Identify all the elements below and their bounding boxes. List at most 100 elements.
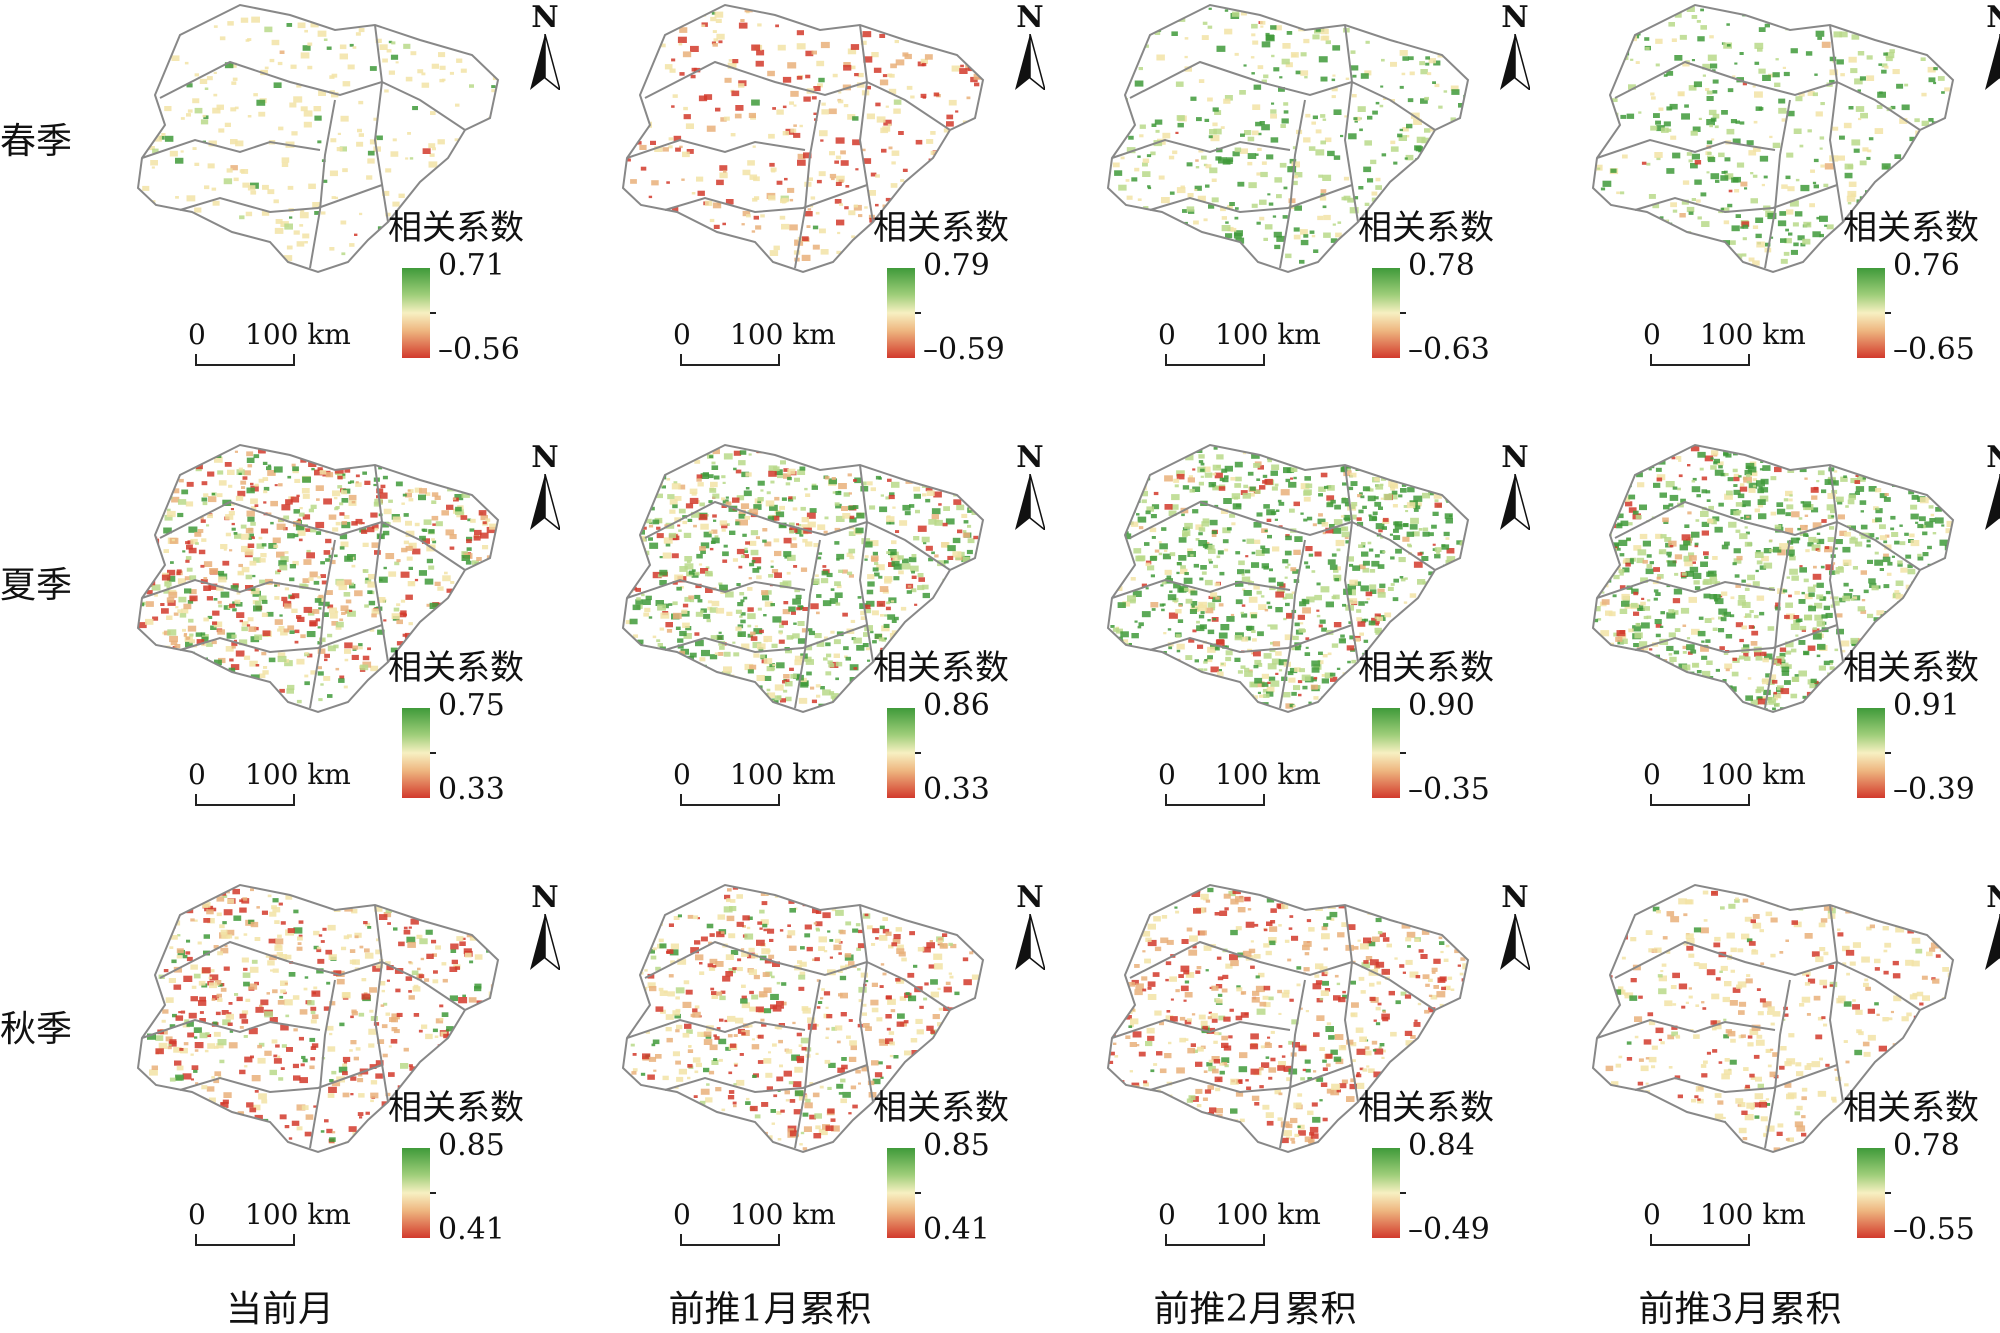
raster-cell	[768, 195, 776, 201]
raster-cell	[1916, 159, 1922, 163]
raster-cell	[1594, 6, 1603, 13]
raster-cell	[472, 156, 480, 162]
raster-cell	[915, 509, 920, 514]
raster-cell	[816, 641, 825, 647]
raster-cell	[853, 697, 858, 700]
raster-cell	[796, 607, 801, 611]
raster-cell	[1402, 127, 1409, 132]
raster-cell	[195, 464, 203, 470]
raster-cell	[1439, 466, 1448, 473]
raster-cell	[339, 44, 347, 50]
raster-cell	[394, 463, 400, 468]
raster-cell	[1222, 539, 1229, 544]
raster-cell	[1259, 121, 1265, 125]
raster-cell	[1303, 137, 1311, 143]
raster-cell	[1421, 462, 1430, 468]
raster-cell	[1130, 32, 1135, 36]
raster-cell	[177, 512, 184, 518]
raster-cell	[476, 484, 482, 488]
raster-cell	[1258, 694, 1264, 698]
raster-cell	[159, 650, 164, 654]
raster-cell	[979, 22, 983, 27]
raster-cell	[1167, 243, 1176, 249]
raster-cell	[637, 206, 643, 211]
raster-cell	[1109, 682, 1117, 689]
raster-cell	[808, 177, 813, 181]
raster-cell	[961, 513, 968, 518]
raster-cell	[435, 521, 443, 527]
raster-cell	[320, 211, 326, 215]
raster-cell	[1652, 242, 1659, 246]
raster-cell	[1363, 639, 1369, 643]
raster-cell	[671, 105, 675, 108]
raster-cell	[719, 165, 728, 171]
raster-cell	[303, 559, 312, 565]
raster-cell	[642, 687, 650, 693]
raster-cell	[1234, 52, 1239, 56]
raster-cell	[940, 480, 944, 483]
raster-cell	[1244, 670, 1253, 677]
raster-cell	[1739, 52, 1744, 55]
raster-cell	[770, 560, 774, 563]
raster-cell	[159, 489, 167, 495]
raster-cell	[251, 16, 260, 23]
raster-cell	[186, 544, 193, 550]
raster-cell	[1224, 9, 1229, 12]
raster-cell	[181, 655, 187, 660]
raster-cell	[431, 500, 437, 504]
raster-cell	[1376, 616, 1383, 622]
raster-cell	[379, 44, 388, 50]
raster-cell	[260, 553, 267, 558]
raster-cell	[1331, 553, 1337, 557]
district-boundary	[373, 81, 389, 223]
raster-cell	[672, 461, 678, 465]
raster-cell	[1307, 714, 1311, 717]
raster-cell	[815, 684, 821, 688]
raster-cell	[1166, 255, 1175, 262]
raster-cell	[794, 655, 804, 662]
raster-cell	[473, 471, 482, 478]
raster-cell	[877, 698, 883, 702]
raster-cell	[1433, 60, 1441, 66]
raster-cell	[1253, 522, 1262, 528]
raster-cell	[1820, 102, 1825, 106]
raster-cell	[759, 654, 766, 659]
raster-cell	[230, 165, 238, 171]
raster-cell	[398, 193, 405, 198]
raster-cell	[675, 626, 681, 630]
raster-cell	[421, 20, 426, 24]
raster-cell	[172, 488, 180, 494]
raster-cell	[485, 480, 495, 487]
raster-cell	[147, 38, 152, 42]
raster-cell	[677, 638, 684, 643]
raster-cell	[973, 40, 982, 46]
raster-cell	[1369, 589, 1377, 594]
raster-cell	[1861, 25, 1870, 32]
raster-cell	[350, 455, 355, 459]
raster-cell	[941, 192, 946, 196]
raster-cell	[1360, 260, 1368, 265]
raster-cell	[178, 596, 187, 603]
legend-mid-tick	[1400, 312, 1406, 314]
raster-cell	[949, 42, 957, 49]
raster-cell	[664, 661, 668, 664]
raster-cell	[787, 468, 796, 475]
raster-cell	[1772, 142, 1781, 148]
raster-cell	[768, 465, 778, 472]
raster-cell	[677, 644, 684, 649]
raster-cell	[367, 454, 376, 461]
raster-cell	[656, 651, 666, 658]
raster-cell	[457, 31, 462, 35]
raster-cell	[816, 594, 822, 598]
raster-cell	[797, 153, 806, 160]
raster-cell	[893, 108, 901, 114]
raster-cell	[962, 532, 971, 538]
raster-cell	[1205, 164, 1212, 169]
raster-cell	[1309, 11, 1317, 18]
raster-cell	[886, 516, 895, 523]
raster-cell	[623, 127, 628, 131]
raster-cell	[1628, 84, 1636, 90]
raster-cell	[231, 634, 237, 639]
raster-cell	[259, 558, 266, 563]
raster-cell	[696, 176, 704, 182]
